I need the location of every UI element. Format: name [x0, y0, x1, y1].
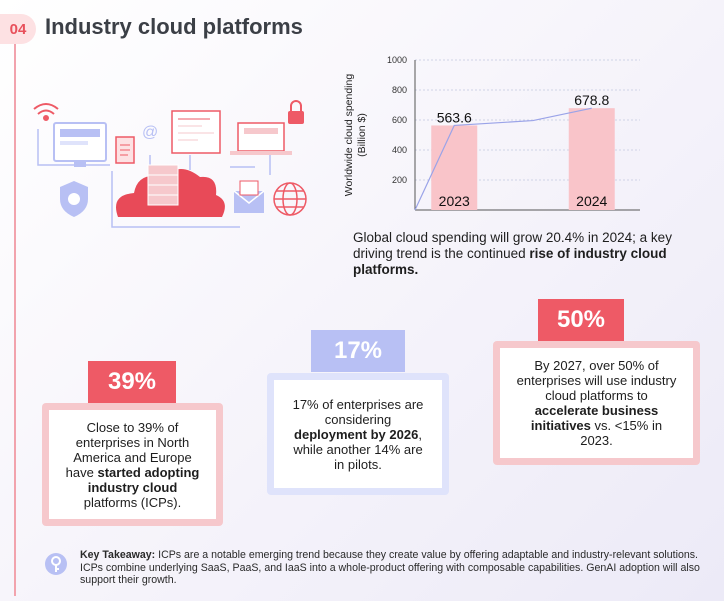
chart-caption: Global cloud spending will grow 20.4% in…	[353, 230, 673, 278]
connector-lines	[37, 129, 271, 228]
page-title: Industry cloud platforms	[45, 14, 303, 39]
at-sign-icon: @	[142, 124, 158, 141]
shield-icon	[60, 181, 88, 217]
wifi-icon	[33, 103, 59, 121]
stat-39-text-part2: platforms (ICPs).	[83, 494, 182, 510]
svg-text:@: @	[142, 124, 158, 141]
category-label: 2023	[439, 193, 470, 209]
y-axis-label: Worldwide cloud spending	[343, 74, 355, 197]
stat-39-text-part1: Close to 39% of enterprises in North Ame…	[65, 419, 192, 480]
key-takeaway-icon	[45, 553, 67, 575]
laptop-icon	[230, 122, 292, 155]
cloud-server-icon	[116, 164, 225, 217]
caption-text: Global cloud spending will grow 20.4% in…	[353, 230, 672, 261]
stat-39-text: Close to 39% of enterprises in North Ame…	[49, 410, 216, 519]
key-takeaway: Key Takeaway: ICPs are a notable emergin…	[80, 549, 710, 587]
bar-2024	[568, 108, 615, 210]
stat-50-card: By 2027, over 50% of enterprises will us…	[493, 341, 700, 465]
bar-value-label: 678.8	[574, 92, 609, 108]
key-takeaway-label: Key Takeaway:	[80, 549, 156, 561]
document-icon	[115, 136, 135, 164]
section-number-badge: 04	[0, 14, 36, 44]
caption-emphasis: rise of industry cloud platforms.	[353, 246, 667, 277]
stat-39-value: 39%	[88, 361, 176, 403]
monitor-icon	[53, 122, 107, 167]
y-axis-label: (Billion $)	[356, 113, 368, 157]
category-label: 2024	[576, 193, 607, 209]
stat-17-card: 17% of enterprises are considering deplo…	[267, 373, 449, 495]
bar-2023	[431, 125, 478, 210]
stat-17-text-part1: 17% of enterprises are considering	[292, 396, 424, 427]
stat-17-text-part2: , while another 14% are in pilots.	[293, 426, 423, 472]
lock-icon	[288, 100, 304, 124]
stat-39-card: Close to 39% of enterprises in North Ame…	[42, 403, 223, 526]
y-tick-label: 200	[392, 175, 407, 185]
stat-17-text: 17% of enterprises are considering deplo…	[274, 380, 442, 488]
code-window-icon	[171, 110, 221, 154]
y-tick-label: 1000	[387, 55, 407, 65]
trend-line	[414, 107, 592, 211]
stat-50-value: 50%	[538, 299, 624, 341]
stat-17-value: 17%	[311, 330, 405, 372]
stat-50-text-part1: By 2027, over 50% of enterprises will us…	[516, 358, 677, 403]
stat-50-text: By 2027, over 50% of enterprises will us…	[500, 348, 693, 458]
y-tick-label: 800	[392, 85, 407, 95]
cloud-spending-bar-chart: 200 400 600 800 1000 Worldwide cloud spending…	[343, 55, 640, 211]
stat-50-text-part2: vs. <15% in 2023.	[580, 418, 663, 448]
y-tick-label: 600	[392, 115, 407, 125]
stat-50-emphasis: accelerate business initiatives	[530, 403, 659, 433]
bar-value-label: 563.6	[437, 109, 472, 125]
globe-icon	[273, 182, 307, 216]
cloud-network-illustration: @	[33, 100, 307, 228]
stat-17-emphasis: deployment by 2026	[294, 426, 419, 442]
stat-39-emphasis: started adopting industry cloud	[87, 464, 200, 495]
left-accent-rule	[14, 44, 16, 596]
y-tick-label: 400	[392, 145, 407, 155]
mail-icon	[233, 180, 265, 213]
key-takeaway-text: ICPs are a notable emerging trend becaus…	[80, 549, 700, 586]
